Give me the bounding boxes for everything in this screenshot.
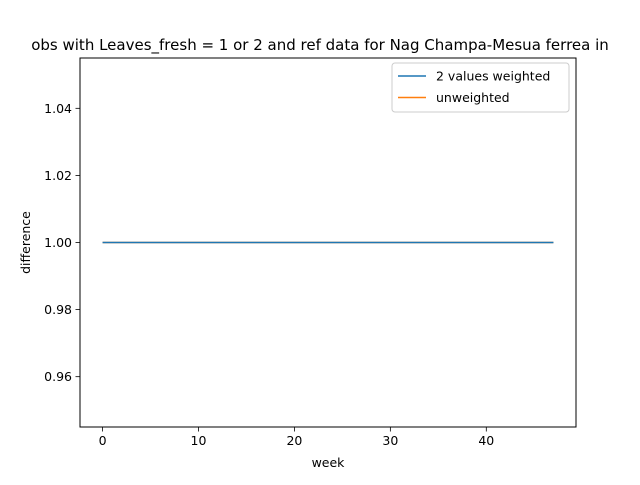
y-tick-label: 0.96: [44, 369, 72, 384]
y-tick-label: 1.04: [44, 101, 72, 116]
legend-box: [391, 62, 570, 113]
y-tick-label: 1.02: [44, 168, 72, 183]
chart-title: obs with Leaves_fresh = 1 or 2 and ref d…: [31, 36, 609, 55]
x-tick-label: 30: [382, 433, 398, 448]
x-tick-label: 40: [478, 433, 494, 448]
legend-label-1: unweighted: [436, 90, 510, 105]
y-axis-label: difference: [18, 211, 33, 274]
y-axis-ticks: 0.96 0.98 1.00 1.02 1.04: [44, 101, 80, 384]
y-tick-label: 1.00: [44, 235, 72, 250]
legend-label-0: 2 values weighted: [436, 69, 550, 84]
x-tick-label: 20: [286, 433, 302, 448]
legend: 2 values weighted unweighted: [391, 62, 570, 113]
y-tick-label: 0.98: [44, 302, 72, 317]
x-tick-label: 10: [191, 433, 207, 448]
x-tick-label: 0: [99, 433, 107, 448]
x-axis-ticks: 0 10 20 30 40: [99, 427, 494, 448]
x-axis-label: week: [312, 455, 346, 470]
